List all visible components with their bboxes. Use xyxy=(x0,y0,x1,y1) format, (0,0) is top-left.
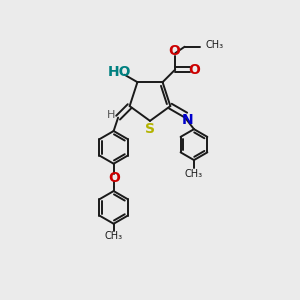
Text: O: O xyxy=(189,62,200,76)
Text: O: O xyxy=(108,171,120,185)
Text: H: H xyxy=(107,110,116,120)
Text: CH₃: CH₃ xyxy=(185,169,203,179)
Text: HO: HO xyxy=(107,65,131,80)
Text: S: S xyxy=(145,122,155,136)
Text: CH₃: CH₃ xyxy=(206,40,224,50)
Text: CH₃: CH₃ xyxy=(105,231,123,241)
Text: O: O xyxy=(169,44,181,58)
Text: N: N xyxy=(182,113,193,128)
